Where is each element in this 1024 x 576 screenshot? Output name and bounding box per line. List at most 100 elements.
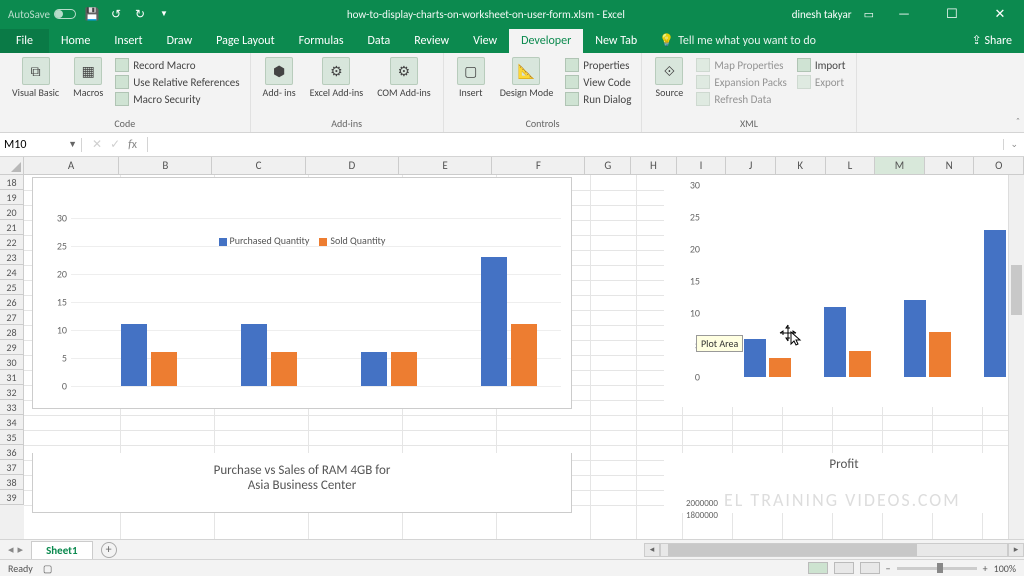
import-button[interactable]: Import [795,57,848,73]
fx-icon[interactable]: fx [128,138,137,152]
share-button[interactable]: ⇪ Share [960,28,1024,53]
ribbon-options-icon[interactable]: ▭ [864,8,874,21]
addins-button[interactable]: ⬢Add- ins [259,55,300,100]
add-sheet-button[interactable]: + [101,542,117,558]
row-header-25[interactable]: 25 [0,280,24,295]
tab-file[interactable]: File [0,29,49,53]
vertical-scrollbar[interactable] [1008,175,1024,539]
col-header-B[interactable]: B [119,157,212,175]
tab-draw[interactable]: Draw [155,29,205,53]
col-header-I[interactable]: I [677,157,727,175]
row-header-22[interactable]: 22 [0,235,24,250]
autosave-toggle[interactable]: AutoSave [8,8,76,21]
row-header-23[interactable]: 23 [0,250,24,265]
row-header-37[interactable]: 37 [0,460,24,475]
zoom-level[interactable]: 100% [994,562,1016,575]
expansion-packs-button[interactable]: Expansion Packs [694,74,788,90]
tellme-search[interactable]: 💡 Tell me what you want to do [649,28,826,53]
tab-formulas[interactable]: Formulas [287,29,356,53]
col-header-A[interactable]: A [24,157,119,175]
row-header-39[interactable]: 39 [0,490,24,505]
row-header-21[interactable]: 21 [0,220,24,235]
expand-fxbar-button[interactable]: ⌄ [1003,139,1024,150]
col-header-O[interactable]: O [974,157,1024,175]
excel-addins-button[interactable]: ⚙Excel Add-ins [306,55,368,100]
pagelayout-view-button[interactable] [834,562,854,574]
row-header-18[interactable]: 18 [0,175,24,190]
row-header-32[interactable]: 32 [0,385,24,400]
view-code-button[interactable]: View Code [563,74,633,90]
col-header-G[interactable]: G [585,157,631,175]
tab-newtab[interactable]: New Tab [583,29,649,53]
undo-icon[interactable]: ↺ [108,6,124,22]
col-header-H[interactable]: H [631,157,677,175]
col-header-J[interactable]: J [726,157,776,175]
col-header-M[interactable]: M [875,157,925,175]
qat-dropdown-icon[interactable]: ▼ [156,6,172,22]
collapse-ribbon-button[interactable]: ˆ [1016,115,1020,128]
maximize-button[interactable]: ☐ [934,0,970,28]
row-header-28[interactable]: 28 [0,325,24,340]
horizontal-scrollbar[interactable]: ◂ ▸ [644,543,1024,557]
chart-purchase-sales[interactable]: Purchased QuantitySold Quantity051015202… [32,177,572,409]
tab-developer[interactable]: Developer [509,29,583,53]
minimize-button[interactable]: — [886,0,922,28]
tab-insert[interactable]: Insert [102,29,154,53]
normal-view-button[interactable] [808,562,828,574]
chart-right[interactable]: 051015202530Plot Area [664,175,1024,407]
row-header-29[interactable]: 29 [0,340,24,355]
tab-home[interactable]: Home [49,29,102,53]
map-props-button[interactable]: Map Properties [694,57,788,73]
sheet-nav-next[interactable]: ▸ [18,543,24,556]
record-macro-button[interactable]: Record Macro [113,57,241,73]
properties-button[interactable]: Properties [563,57,633,73]
row-header-33[interactable]: 33 [0,400,24,415]
visual-basic-button[interactable]: ⧉Visual Basic [8,55,63,100]
macros-button[interactable]: ▦Macros [69,55,107,100]
cancel-fx-icon[interactable]: ✕ [92,137,102,152]
col-header-N[interactable]: N [925,157,975,175]
macro-security-button[interactable]: Macro Security [113,91,241,107]
source-button[interactable]: ⟐Source [650,55,688,100]
row-header-24[interactable]: 24 [0,265,24,280]
pagebreak-view-button[interactable] [860,562,880,574]
redo-icon[interactable]: ↻ [132,6,148,22]
col-header-E[interactable]: E [399,157,492,175]
user-name[interactable]: dinesh takyar [792,8,852,21]
row-header-35[interactable]: 35 [0,430,24,445]
name-box[interactable]: M10▼ [0,138,82,152]
row-header-36[interactable]: 36 [0,445,24,460]
close-button[interactable]: ✕ [982,0,1018,28]
zoom-in-button[interactable]: + [983,562,988,575]
zoom-out-button[interactable]: − [886,562,891,575]
worksheet-grid[interactable]: ABCDEFGHIJKLMNO 181920212223242526272829… [0,157,1024,539]
col-header-F[interactable]: F [492,157,585,175]
row-header-20[interactable]: 20 [0,205,24,220]
sheet-nav-prev[interactable]: ◂ [8,543,14,556]
row-header-38[interactable]: 38 [0,475,24,490]
col-header-L[interactable]: L [826,157,876,175]
export-button[interactable]: Export [795,74,848,90]
row-header-19[interactable]: 19 [0,190,24,205]
col-header-C[interactable]: C [212,157,305,175]
col-header-D[interactable]: D [306,157,399,175]
refresh-data-button[interactable]: Refresh Data [694,91,788,107]
row-header-30[interactable]: 30 [0,355,24,370]
tab-view[interactable]: View [461,29,509,53]
sheet-tab-sheet1[interactable]: Sheet1 [31,541,93,559]
macro-record-icon[interactable]: ▢ [43,562,52,575]
design-mode-button[interactable]: 📐Design Mode [496,55,558,100]
col-header-K[interactable]: K [776,157,826,175]
insert-control-button[interactable]: ▢Insert [452,55,490,100]
row-header-31[interactable]: 31 [0,370,24,385]
row-header-27[interactable]: 27 [0,310,24,325]
accept-fx-icon[interactable]: ✓ [110,137,120,152]
select-all-button[interactable] [0,157,24,175]
tab-review[interactable]: Review [402,29,461,53]
com-addins-button[interactable]: ⚙COM Add-ins [373,55,435,100]
run-dialog-button[interactable]: Run Dialog [563,91,633,107]
tab-pagelayout[interactable]: Page Layout [204,29,286,53]
relative-refs-button[interactable]: Use Relative References [113,74,241,90]
zoom-slider[interactable] [897,567,977,570]
row-header-34[interactable]: 34 [0,415,24,430]
